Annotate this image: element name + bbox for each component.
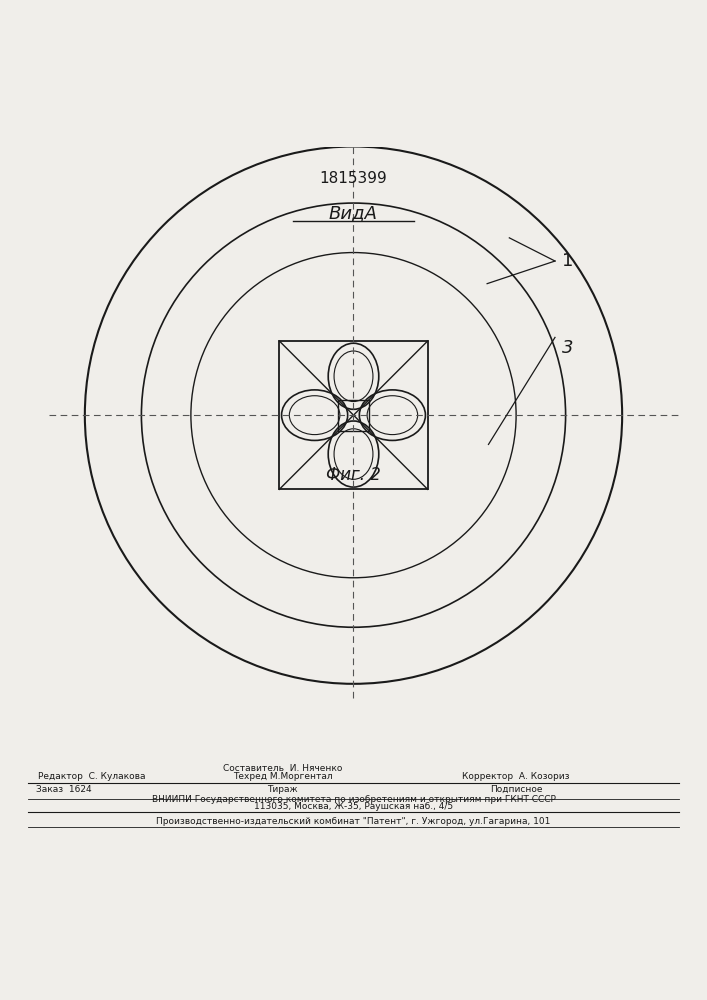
Text: Фиг. 2: Фиг. 2: [326, 466, 381, 484]
Text: 1815399: 1815399: [320, 171, 387, 186]
Text: Корректор  А. Козориз: Корректор А. Козориз: [462, 772, 570, 781]
Text: ВНИИПИ Государственного комитета по изобретениям и открытиям при ГКНТ СССР: ВНИИПИ Государственного комитета по изоб…: [151, 795, 556, 804]
Text: Редактор  С. Кулакова: Редактор С. Кулакова: [38, 772, 146, 781]
Text: Составитель  И. Няченко: Составитель И. Няченко: [223, 764, 342, 773]
Text: Техред М.Моргентал: Техред М.Моргентал: [233, 772, 332, 781]
Text: 113035, Москва, Ж-35, Раушская наб., 4/5: 113035, Москва, Ж-35, Раушская наб., 4/5: [254, 802, 453, 811]
Text: 3: 3: [562, 339, 573, 357]
Text: 1: 1: [562, 252, 573, 270]
Text: Производственно-издательский комбинат "Патент", г. Ужгород, ул.Гагарина, 101: Производственно-издательский комбинат "П…: [156, 817, 551, 826]
Text: Заказ  1624: Заказ 1624: [36, 785, 91, 794]
Text: Подписное: Подписное: [490, 785, 542, 794]
Text: ВидА: ВидА: [329, 205, 378, 223]
Bar: [279, 341, 428, 489]
Text: Тираж: Тираж: [267, 785, 298, 794]
Bar: [338, 400, 369, 431]
